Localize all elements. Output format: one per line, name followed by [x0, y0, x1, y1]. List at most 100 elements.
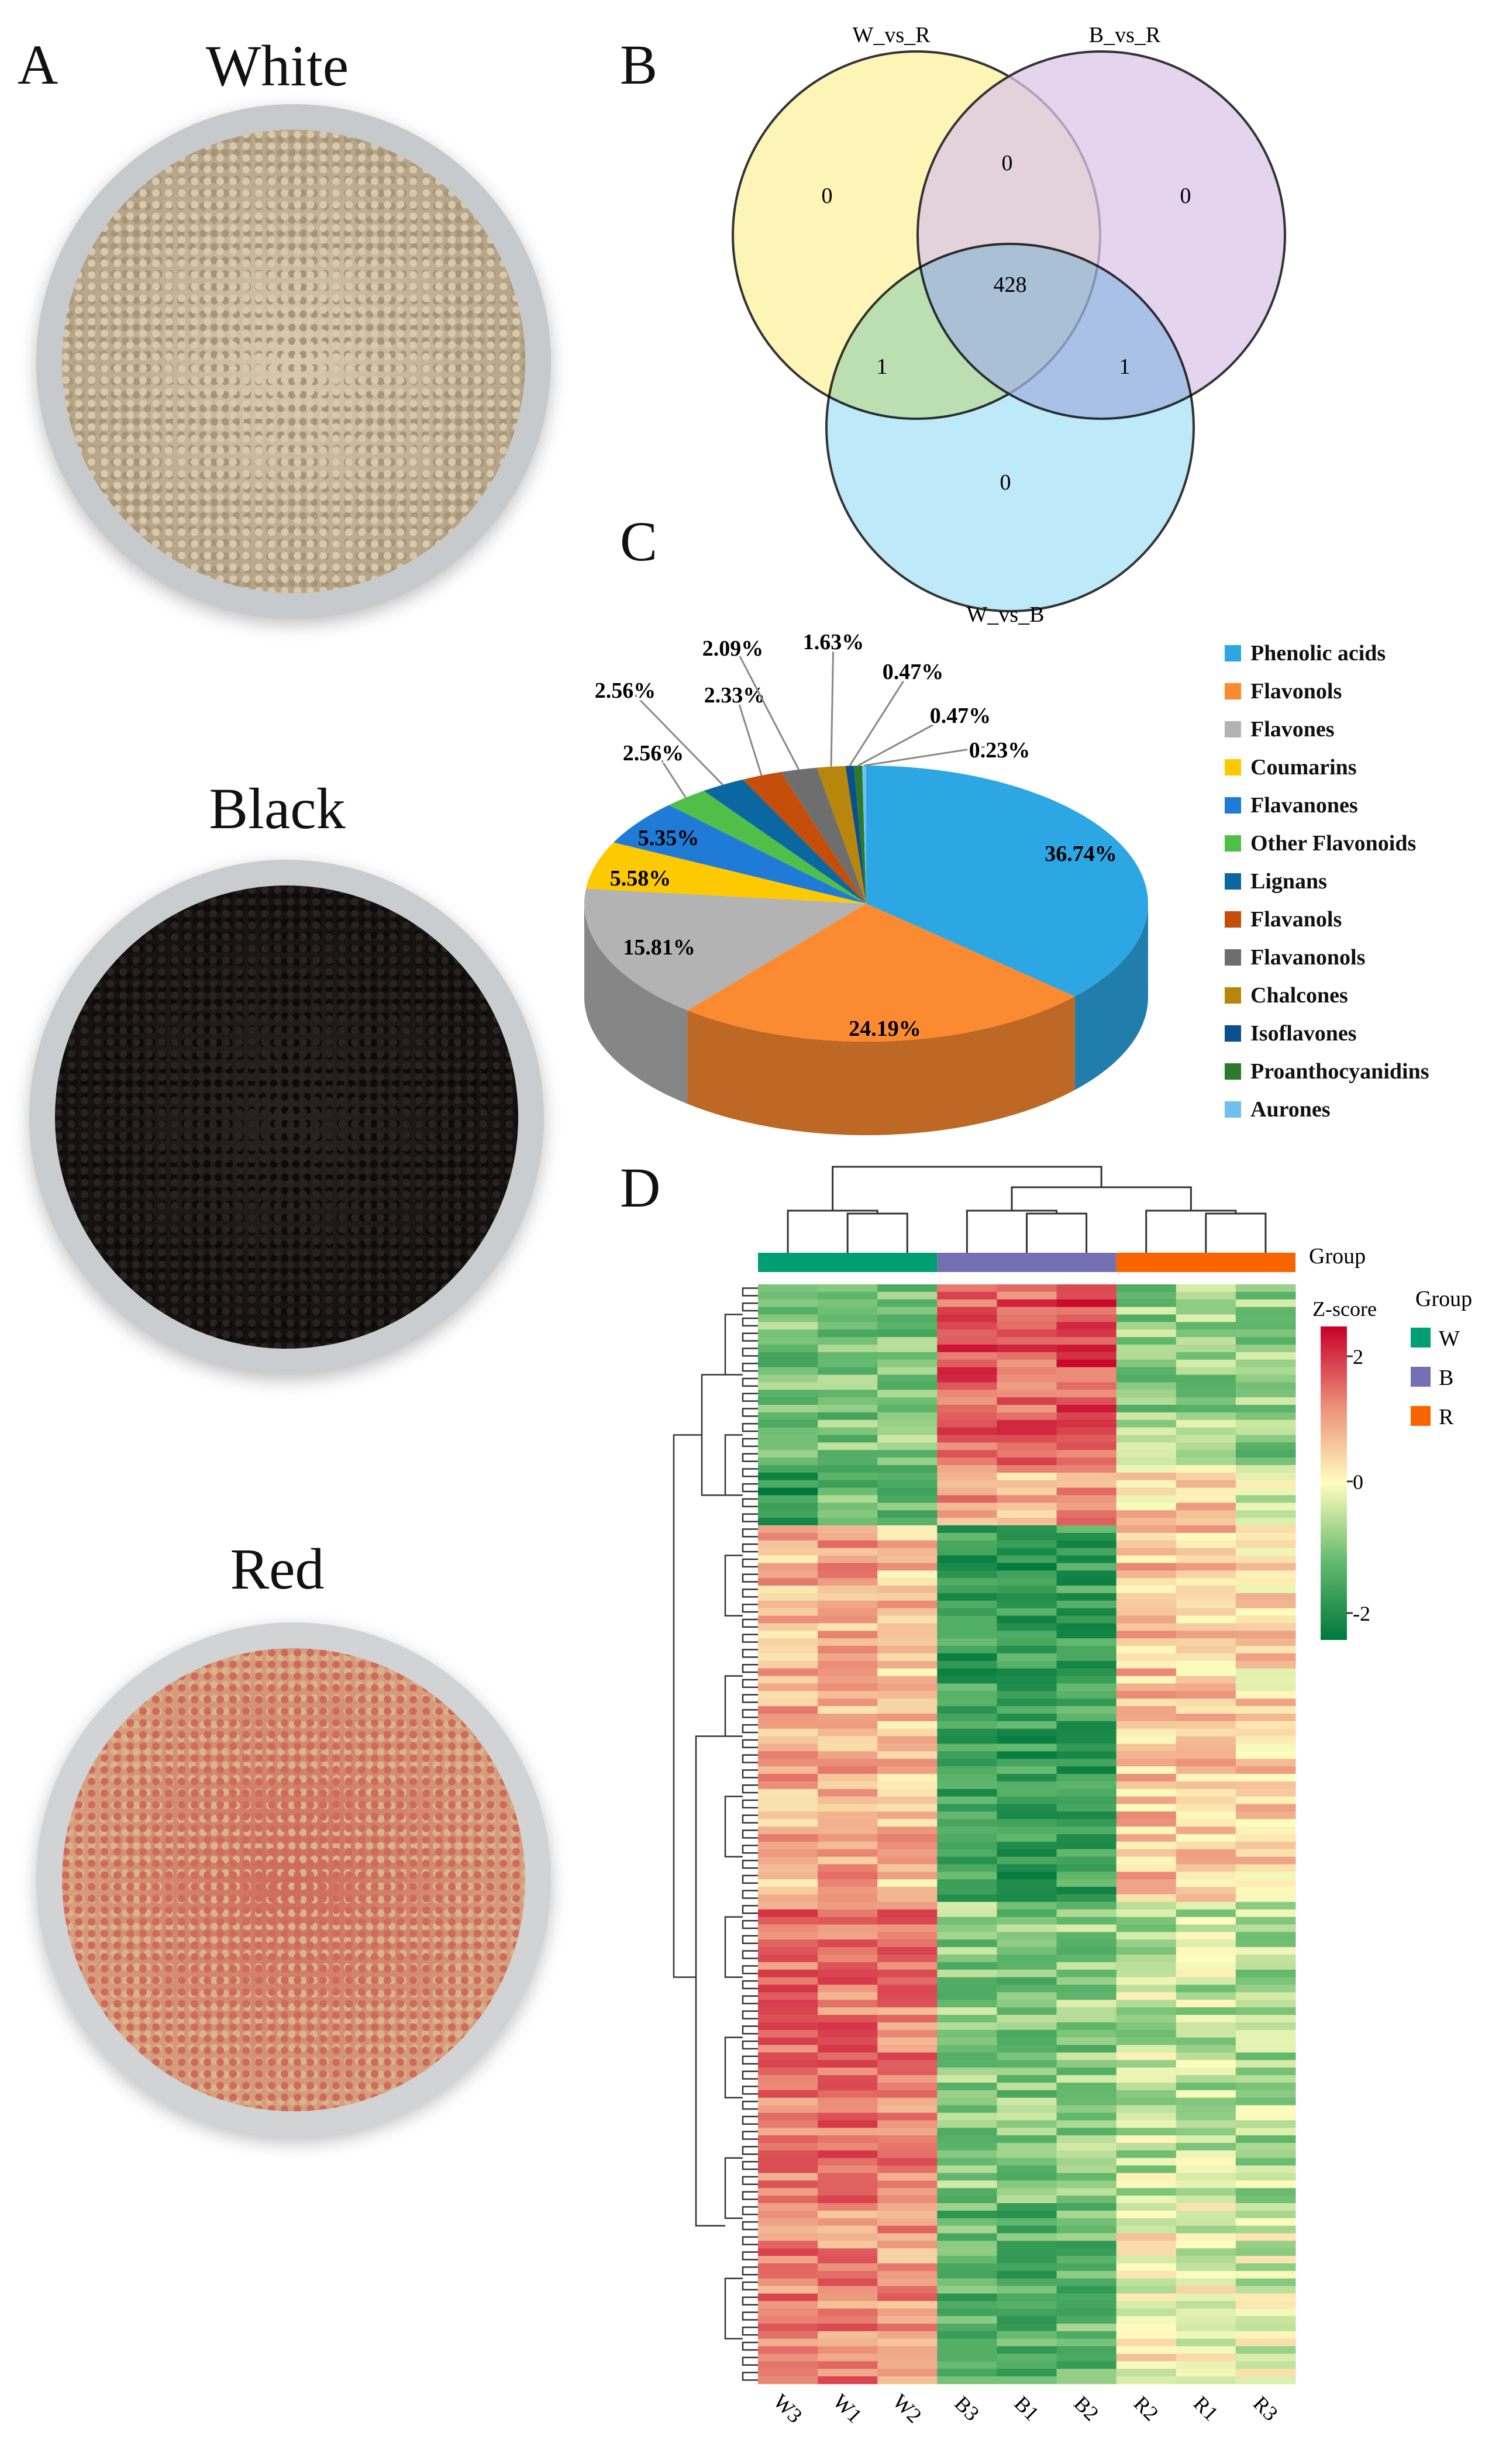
heatmap-cell — [818, 1502, 878, 1511]
heatmap-cell — [877, 2331, 938, 2339]
heatmap-cell — [758, 2218, 818, 2227]
heatmap-cell — [937, 1841, 997, 1850]
heatmap-cell — [1056, 1932, 1117, 1940]
heatmap-cell — [818, 2128, 878, 2136]
heatmap-cell — [1116, 2218, 1177, 2227]
heatmap-cell — [997, 1992, 1057, 2000]
heatmap-cell — [997, 1631, 1057, 1639]
heatmap-cell — [818, 1299, 878, 1308]
heatmap-cell — [1235, 1713, 1296, 1722]
heatmap-cell — [937, 1766, 997, 1774]
heatmap-cell — [997, 2361, 1057, 2369]
heatmap-cell — [818, 1955, 878, 1963]
heatmap-cell — [1176, 1872, 1236, 1880]
heatmap-cell — [1116, 1819, 1177, 1827]
heatmap-cell — [818, 1352, 878, 1360]
heatmap-cell — [1116, 1532, 1177, 1541]
heatmap-cell — [758, 2097, 818, 2106]
heatmap-cell — [997, 2338, 1057, 2347]
venn-count: 0 — [822, 184, 833, 208]
heatmap-cell — [758, 2338, 818, 2347]
heatmap-cell — [1235, 1909, 1296, 1918]
pie-leader-line — [864, 743, 1000, 767]
heatmap-cell — [1235, 2316, 1296, 2324]
heatmap-cell — [1235, 1646, 1296, 1654]
heatmap-cell — [758, 1480, 818, 1488]
heatmap-cell — [997, 2142, 1057, 2151]
heatmap-cell — [1056, 2293, 1117, 2301]
heatmap-cell — [1235, 2015, 1296, 2023]
heatmap-cell — [1056, 2060, 1117, 2068]
heatmap-cell — [818, 1668, 878, 1677]
heatmap-cell — [1235, 1578, 1296, 1586]
heatmap-cell — [818, 1608, 878, 1617]
heatmap-cell — [877, 1947, 938, 1955]
heatmap-cell — [937, 1570, 997, 1579]
heatmap-cell — [877, 1555, 938, 1563]
heatmap-cell — [818, 1419, 878, 1428]
heatmap-cell — [1056, 1397, 1117, 1405]
heatmap-cell — [1116, 2286, 1177, 2294]
heatmap-cell — [1056, 1510, 1117, 1518]
heatmap-cell — [758, 1691, 818, 1699]
heatmap-cell — [1116, 1345, 1177, 1353]
legend-label: Phenolic acids — [1250, 641, 1386, 666]
heatmap-cell — [818, 1924, 878, 1932]
legend-swatch — [1225, 987, 1241, 1004]
heatmap-cell — [818, 2060, 878, 2068]
heatmap-cell — [1176, 1442, 1236, 1450]
heatmap-cell — [1116, 1653, 1177, 1662]
heatmap-cell — [1056, 1728, 1117, 1737]
legend-label: Isoflavones — [1250, 1021, 1357, 1046]
heatmap-cell — [877, 1532, 938, 1541]
heatmap-cell — [1056, 1781, 1117, 1790]
heatmap-cell — [877, 1939, 938, 1948]
heatmap-cell — [877, 1563, 938, 1571]
heatmap-cell — [758, 1773, 818, 1782]
heatmap-cell — [997, 1721, 1057, 1729]
heatmap-cell — [937, 1743, 997, 1752]
heatmap-cell — [758, 2082, 818, 2091]
heatmap-cell — [1116, 1955, 1177, 1963]
heatmap-cell — [1235, 2278, 1296, 2287]
heatmap-cell — [818, 1691, 878, 1699]
heatmap-cell — [997, 1841, 1057, 1850]
heatmap-cell — [758, 1984, 818, 1993]
heatmap-cell — [1116, 1638, 1177, 1646]
heatmap-cell — [1176, 2278, 1236, 2287]
heatmap-cell — [1056, 2338, 1117, 2347]
heatmap-cell — [877, 2045, 938, 2053]
heatmap-cell — [877, 2270, 938, 2279]
heatmap-cell — [1235, 2376, 1296, 2384]
heatmap-cell — [997, 1947, 1057, 1955]
heatmap-cell — [877, 1721, 938, 1729]
heatmap-cell — [1116, 2022, 1177, 2031]
legend-item: Flavanones — [1225, 791, 1358, 820]
heatmap-cell — [1176, 2369, 1236, 2377]
heatmap-cell — [818, 2353, 878, 2362]
heatmap-cell — [997, 1593, 1057, 1601]
heatmap-cell — [758, 1804, 818, 1812]
heatmap-cell — [758, 1819, 818, 1827]
heatmap-cell — [1056, 1660, 1117, 1669]
heatmap-cell — [1176, 1359, 1236, 1368]
heatmap-cell — [758, 1314, 818, 1322]
heatmap-cell — [997, 1329, 1057, 1338]
heatmap-cell — [1116, 1329, 1177, 1338]
heatmap-cell — [1176, 2090, 1236, 2098]
heatmap-cell — [1116, 2270, 1177, 2279]
zscore-colorbar — [1321, 1326, 1347, 1640]
heatmap-cell — [877, 2037, 938, 2046]
heatmap-cell — [758, 1827, 818, 1835]
pie-slice — [781, 767, 866, 904]
heatmap-cell — [1235, 2338, 1296, 2347]
group-legend-swatch — [1411, 1406, 1431, 1426]
heatmap-cell — [1056, 1345, 1117, 1353]
heatmap-cell — [997, 2369, 1057, 2377]
heatmap-cell — [1056, 1766, 1117, 1774]
heatmap-cell — [937, 1879, 997, 1887]
heatmap-cell — [818, 1721, 878, 1729]
heatmap-cell — [997, 2105, 1057, 2113]
heatmap-cell — [1235, 1834, 1296, 1842]
heatmap-cell — [1056, 1939, 1117, 1948]
